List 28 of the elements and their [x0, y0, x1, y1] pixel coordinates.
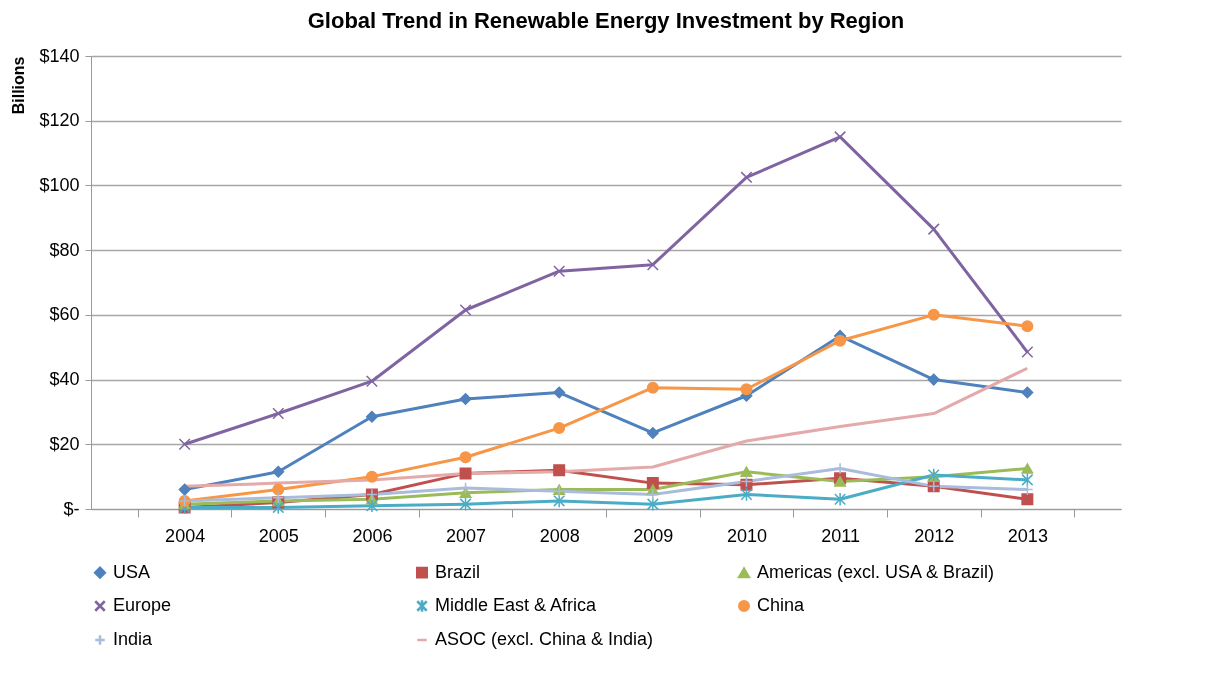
x-tick-label: 2005: [258, 525, 299, 546]
legend-label: Americas (excl. USA & Brazil): [757, 561, 995, 582]
x-tick-label: 2008: [539, 525, 580, 546]
legend-label: USA: [113, 561, 151, 582]
y-tick-label: $20: [49, 433, 80, 454]
y-tick-label: $80: [49, 239, 80, 260]
y-tick-label: $40: [49, 369, 80, 390]
x-tick-label: 2007: [446, 525, 487, 546]
x-tick-label: 2009: [633, 525, 674, 546]
legend-label: Middle East & Africa: [435, 595, 598, 615]
legend-label: China: [757, 595, 806, 615]
x-tick-label: 2004: [165, 525, 206, 546]
chart-title: Global Trend in Renewable Energy Investment by Region: [307, 8, 905, 33]
y-tick-label: $-: [63, 498, 80, 519]
x-tick-label: 2010: [726, 525, 767, 546]
x-tick-label: 2012: [914, 525, 955, 546]
legend-label: Europe: [113, 595, 172, 615]
y-tick-label: $60: [49, 304, 80, 325]
y-axis-title: Billions: [10, 56, 28, 115]
legend-label: India: [113, 629, 154, 649]
x-tick-label: 2011: [821, 525, 860, 546]
x-tick-label: 2006: [352, 525, 393, 546]
y-tick-label: $140: [39, 45, 80, 66]
y-tick-label: $120: [39, 110, 80, 131]
x-tick-label: 2013: [1007, 525, 1048, 546]
y-tick-label: $100: [39, 174, 80, 195]
legend-label: ASOC (excl. China & India): [435, 629, 654, 649]
legend-label: Brazil: [435, 561, 481, 582]
